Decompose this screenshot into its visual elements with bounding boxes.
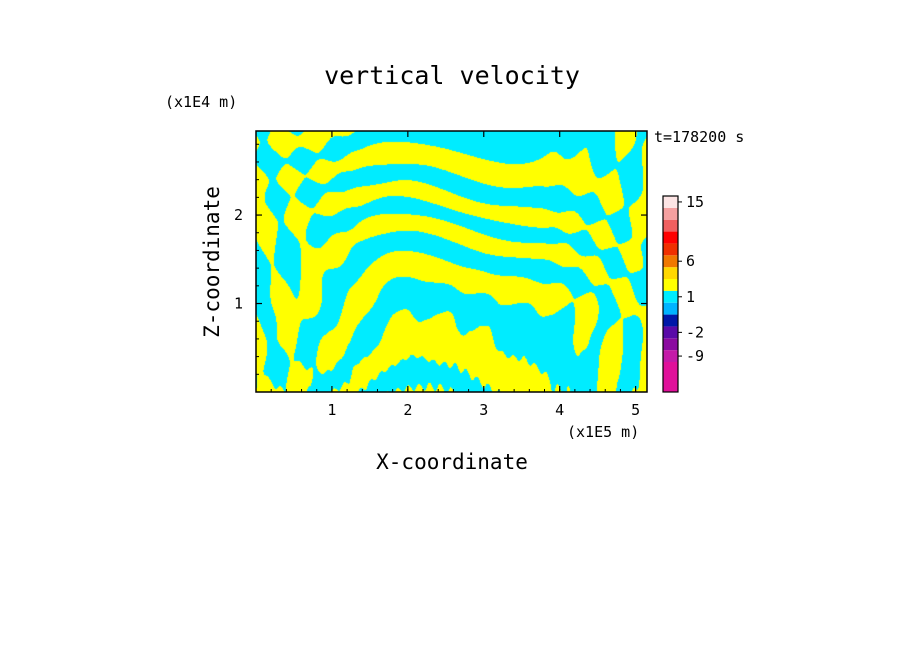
colorbar-swatch xyxy=(663,338,678,351)
colorbar-swatch xyxy=(663,314,678,327)
colorbar-tick-label: 6 xyxy=(686,252,695,270)
chart-title: vertical velocity xyxy=(324,61,580,90)
y-axis: 12 xyxy=(234,143,647,375)
colorbar-swatch xyxy=(663,255,678,268)
time-label: t=178200 s xyxy=(654,128,744,146)
x-unit-label: (x1E5 m) xyxy=(567,423,639,441)
y-tick-label: 1 xyxy=(234,295,243,313)
colorbar-swatch xyxy=(663,279,678,291)
colorbar-swatch xyxy=(663,302,678,315)
colorbar-tick-label: 15 xyxy=(686,193,704,211)
x-axis-label: X-coordinate xyxy=(376,450,528,474)
x-tick-label: 2 xyxy=(403,401,412,419)
y-unit-label: (x1E4 m) xyxy=(165,93,237,111)
colorbar-swatch xyxy=(663,326,678,339)
colorbar-swatch xyxy=(663,196,678,208)
colorbar-ticks: 15 6 1 -2 -9 xyxy=(678,193,704,365)
colorbar-swatch xyxy=(663,350,678,362)
x-tick-label: 3 xyxy=(479,401,488,419)
colorbar-swatch xyxy=(663,290,678,303)
y-axis-label: Z-coordinate xyxy=(200,186,224,338)
field-pattern xyxy=(256,131,647,392)
colorbar-swatch xyxy=(663,219,678,232)
colorbar-swatch xyxy=(663,231,678,244)
colorbar xyxy=(663,196,678,392)
y-tick-label: 2 xyxy=(234,206,243,224)
x-tick-label: 5 xyxy=(631,401,640,419)
x-axis: 1 2 3 4 5 xyxy=(270,131,640,419)
colorbar-tick-label: -9 xyxy=(686,347,704,365)
colorbar-swatch xyxy=(663,243,678,256)
plot-frame xyxy=(255,130,648,393)
velocity-field xyxy=(256,131,647,392)
colorbar-swatch xyxy=(663,207,678,220)
colorbar-tick-label: -2 xyxy=(686,323,704,341)
colorbar-swatch xyxy=(663,267,678,279)
x-tick-label: 4 xyxy=(555,401,564,419)
colorbar-frame xyxy=(662,195,679,393)
colorbar-swatch xyxy=(663,362,678,392)
x-tick-label: 1 xyxy=(327,401,336,419)
colorbar-tick-label: 1 xyxy=(686,288,695,306)
